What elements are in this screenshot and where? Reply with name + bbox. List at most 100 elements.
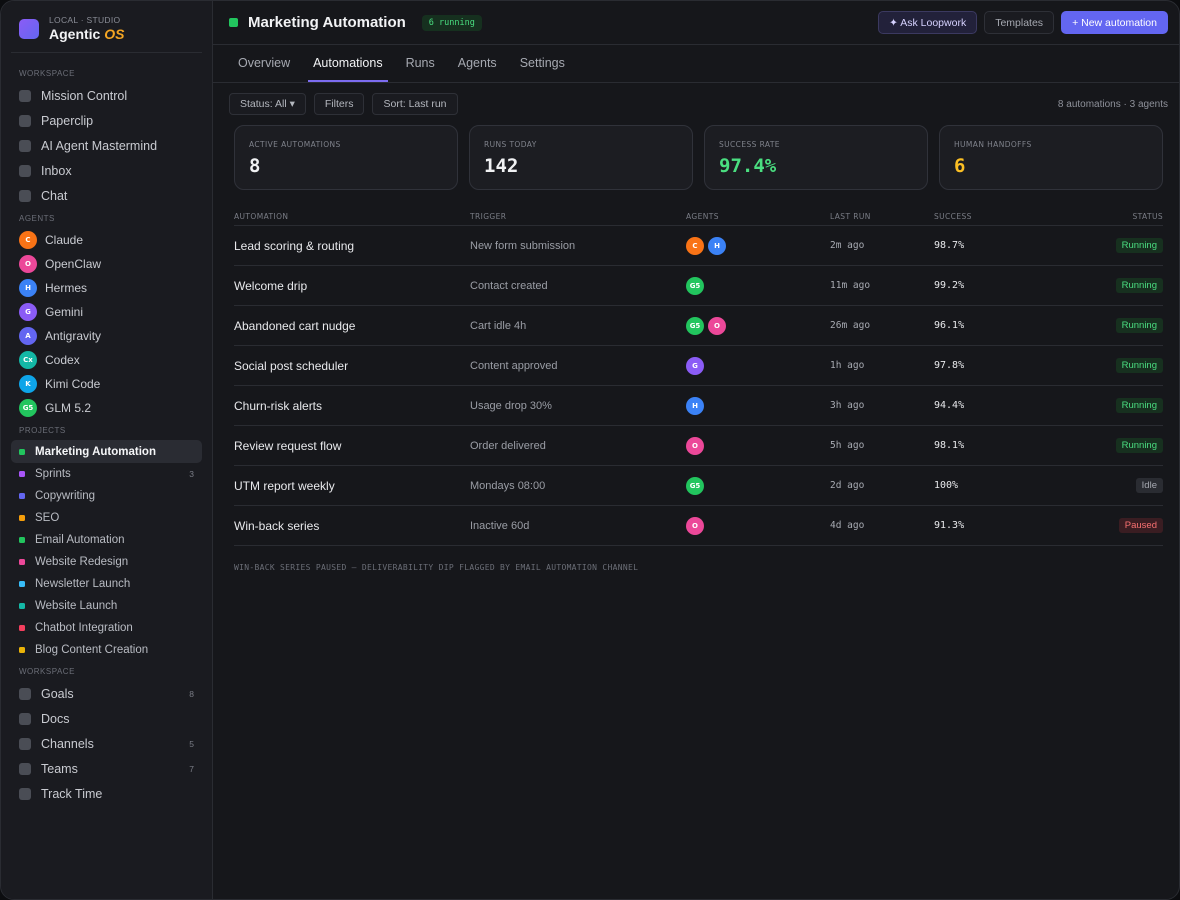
section-label-workspace-2: WORKSPACE	[19, 667, 75, 676]
automations-table: AUTOMATION TRIGGER AGENTS LAST RUN SUCCE…	[234, 208, 1163, 546]
automation-name: Win-back series	[234, 518, 320, 533]
tab-runs[interactable]: Runs	[405, 55, 435, 70]
sidebar-item-paperclip[interactable]: Paperclip	[11, 108, 202, 133]
sidebar-item-track-time[interactable]: Track Time	[11, 781, 202, 806]
automation-trigger: Contact created	[470, 279, 548, 292]
sidebar-project-chatbot-integration[interactable]: Chatbot Integration	[11, 617, 202, 639]
brand-name-text: Agentic	[49, 26, 101, 42]
templates-button[interactable]: Templates	[984, 11, 1055, 34]
table-row[interactable]: Churn-risk alerts Usage drop 30% H 3h ago 94…	[234, 386, 1163, 426]
status-badge: Running	[1115, 318, 1163, 333]
square-icon	[19, 89, 31, 102]
square-icon	[19, 114, 31, 127]
sidebar-item-channels[interactable]: Channels 5	[11, 731, 202, 756]
project-color-dot	[19, 448, 25, 455]
automation-trigger: Content approved	[470, 359, 558, 372]
table-row[interactable]: Lead scoring & routing New form submissio…	[234, 226, 1163, 266]
tab-settings[interactable]: Settings	[519, 55, 565, 70]
project-label: Newsletter Launch	[35, 578, 131, 590]
sidebar-project-sprints[interactable]: Sprints 3	[11, 463, 202, 485]
automation-last-run: 5h ago	[830, 440, 865, 451]
sidebar-agent-antigravity[interactable]: A Antigravity	[11, 324, 202, 348]
project-label: Website Redesign	[35, 556, 129, 568]
table-row[interactable]: Social post scheduler Content approved G 1h…	[234, 346, 1163, 386]
project-label: Website Launch	[35, 600, 118, 612]
sidebar-project-email-automation[interactable]: Email Automation	[11, 529, 202, 551]
status-badge: Running	[1115, 358, 1163, 373]
agent-label: GLM 5.2	[45, 401, 92, 415]
sidebar-agent-kimi-code[interactable]: K Kimi Code	[11, 372, 202, 396]
new-automation-button[interactable]: + New automation	[1061, 11, 1168, 34]
sidebar: LOCAL · STUDIO Agentic OS WORKSPACE Miss…	[1, 1, 213, 899]
automation-name: Review request flow	[234, 438, 342, 453]
sidebar-item-label: Docs	[41, 711, 70, 726]
sidebar-project-website-launch[interactable]: Website Launch	[11, 595, 202, 617]
sidebar-agent-gemini[interactable]: G Gemini	[11, 300, 202, 324]
table-header: AUTOMATION TRIGGER AGENTS LAST RUN SUCCE…	[234, 208, 1163, 226]
sidebar-item-teams[interactable]: Teams 7	[11, 756, 202, 781]
tab-overview[interactable]: Overview	[238, 55, 291, 70]
sidebar-item-inbox[interactable]: Inbox	[11, 158, 202, 183]
automation-success: 98.7%	[934, 240, 965, 251]
sort-dropdown[interactable]: Sort: Last run	[372, 93, 458, 115]
sidebar-agent-openclaw[interactable]: O OpenClaw	[11, 252, 202, 276]
filters-button[interactable]: Filters	[313, 93, 365, 115]
project-color-dot	[19, 625, 25, 631]
main-content: Marketing Automation 6 running ✦ Ask Loo…	[213, 1, 1179, 899]
table-row[interactable]: Review request flow Order delivered O 5h ag…	[234, 426, 1163, 466]
project-color-dot	[19, 537, 25, 543]
sidebar-item-docs[interactable]: Docs	[11, 706, 202, 731]
sidebar-item-label: AI Agent Mastermind	[41, 138, 158, 153]
tab-automations[interactable]: Automations	[308, 45, 388, 82]
sidebar-item-count: 7	[189, 763, 194, 774]
col-agents[interactable]: AGENTS	[686, 212, 719, 221]
table-row[interactable]: UTM report weekly Mondays 08:00 G5 2d ago 10…	[234, 466, 1163, 506]
sidebar-project-newsletter-launch[interactable]: Newsletter Launch	[11, 573, 202, 595]
sidebar-project-blog-content-creation[interactable]: Blog Content Creation	[11, 639, 202, 661]
status-cell: Running	[1054, 438, 1163, 453]
agent-label: Codex	[45, 353, 80, 367]
sidebar-project-website-redesign[interactable]: Website Redesign	[11, 551, 202, 573]
stat-value: 97.4%	[719, 155, 777, 177]
automation-trigger: Usage drop 30%	[470, 399, 552, 412]
table-row[interactable]: Abandoned cart nudge Cart idle 4h G5 O 26m a…	[234, 306, 1163, 346]
sidebar-item-chat[interactable]: Chat	[11, 183, 202, 208]
automation-success: 100%	[934, 480, 959, 491]
project-color-dot	[19, 647, 25, 653]
table-row[interactable]: Win-back series Inactive 60d O 4d ago 91.3% P…	[234, 506, 1163, 546]
automation-success: 96.1%	[934, 320, 965, 331]
sidebar-item-mission-control[interactable]: Mission Control	[11, 83, 202, 108]
sidebar-agent-glm-5-2[interactable]: G5 GLM 5.2	[11, 396, 202, 420]
sidebar-item-ai-agent-mastermind[interactable]: AI Agent Mastermind	[11, 133, 202, 158]
status-badge: Running	[1115, 278, 1163, 293]
brand: LOCAL · STUDIO Agentic OS	[11, 15, 202, 53]
sidebar-project-copywriting[interactable]: Copywriting	[11, 485, 202, 507]
status-cell: Running	[1054, 398, 1163, 413]
sidebar-project-seo[interactable]: SEO	[11, 507, 202, 529]
col-last-run[interactable]: LAST RUN	[830, 212, 871, 221]
agent-avatar: C	[686, 236, 704, 255]
automation-name: Churn-risk alerts	[234, 398, 323, 413]
ask-loopwork-button[interactable]: ✦ Ask Loopwork	[878, 11, 978, 34]
col-status[interactable]: STATUS	[1132, 212, 1163, 221]
status-filter-dropdown[interactable]: Status: All ▾	[229, 93, 306, 115]
automation-name: UTM report weekly	[234, 478, 335, 493]
footnote: WIN-BACK SERIES PAUSED — DELIVERABILITY …	[234, 563, 639, 572]
section-label-agents: AGENTS	[19, 214, 55, 223]
sidebar-item-count: 8	[189, 688, 194, 699]
col-trigger[interactable]: TRIGGER	[470, 212, 507, 221]
sidebar-agent-claude[interactable]: C Claude	[11, 228, 202, 252]
col-success[interactable]: SUCCESS	[934, 212, 972, 221]
agent-avatar: C	[19, 231, 37, 249]
sidebar-project-marketing-automation[interactable]: Marketing Automation	[11, 440, 202, 463]
agent-avatar: O	[708, 316, 726, 335]
col-automation[interactable]: AUTOMATION	[234, 212, 289, 221]
sidebar-item-goals[interactable]: Goals 8	[11, 681, 202, 706]
table-row[interactable]: Welcome drip Contact created G5 11m ago 99.2…	[234, 266, 1163, 306]
sidebar-agent-codex[interactable]: Cx Codex	[11, 348, 202, 372]
agent-avatar: A	[19, 327, 37, 345]
agent-avatar: G5	[686, 476, 704, 495]
sidebar-agent-hermes[interactable]: H Hermes	[11, 276, 202, 300]
tab-agents[interactable]: Agents	[457, 55, 497, 70]
automation-name: Lead scoring & routing	[234, 238, 355, 253]
